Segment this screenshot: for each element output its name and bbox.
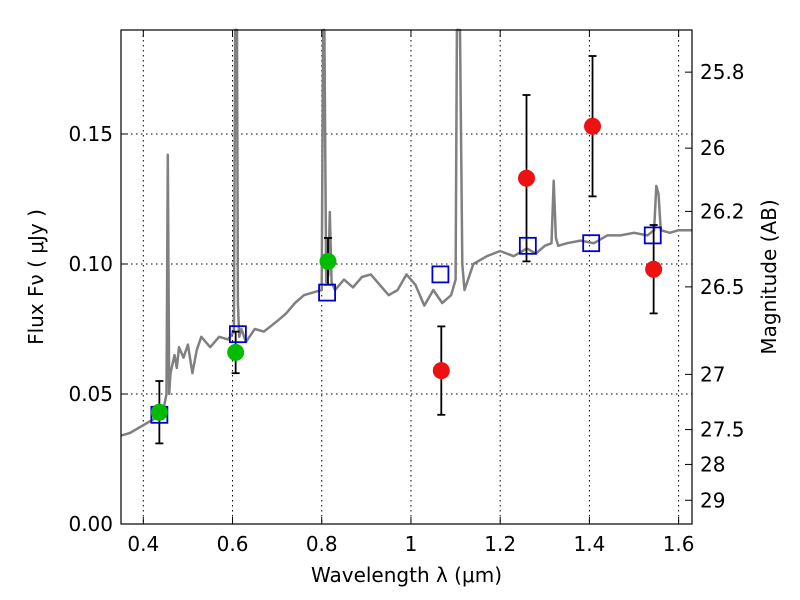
magnitude-tick-label: 27 [700, 362, 725, 386]
nir-data-point [432, 362, 450, 380]
model-spectrum-line [120, 28, 692, 437]
spectrum-layer [120, 28, 692, 437]
y-axis-label: Flux Fν ( μJy ) [24, 209, 48, 345]
x-tick-label: 0.4 [127, 532, 159, 556]
x-axis-label: Wavelength λ (μm) [311, 563, 502, 587]
y-tick-label: 0.10 [68, 252, 113, 276]
magnitude-tick-label: 26.2 [700, 199, 745, 223]
nir-data-point [517, 169, 535, 187]
magnitude-tick-label: 28 [700, 452, 725, 476]
model-photometry-square [228, 325, 247, 344]
optical-data-point [227, 343, 245, 361]
magnitude-axis-label: Magnitude (AB) [757, 199, 781, 354]
optical-data-point [150, 403, 168, 421]
y-tick-label: 0.00 [68, 512, 113, 536]
magnitude-tick-label: 26 [700, 136, 725, 160]
optical-data-point [319, 252, 337, 270]
model-photometry-square [431, 265, 450, 284]
y-tick-label: 0.05 [68, 382, 113, 406]
model-photometry-square [518, 236, 537, 255]
model-photometry-square [318, 283, 336, 302]
y-tick-label: 0.15 [68, 122, 113, 146]
plot-frame [120, 29, 693, 525]
nir-data-point [584, 117, 602, 135]
magnitude-tick-label: 26.5 [700, 275, 745, 299]
x-tick-label: 1 [405, 532, 418, 556]
x-tick-label: 1.6 [663, 532, 695, 556]
model-photometry-square [582, 234, 601, 253]
magnitude-tick-label: 29 [700, 488, 725, 512]
model-photometry-square [643, 226, 662, 245]
x-tick-label: 1.2 [484, 532, 516, 556]
x-tick-label: 1.4 [573, 532, 605, 556]
tick-layer: 0.4 0.6 0.8 1 1.2 1.4 1.6 0.00 0.05 0.10 0.15 25.8 2… [68, 30, 745, 556]
x-tick-label: 0.6 [217, 532, 249, 556]
grid-layer [121, 30, 692, 525]
marker-layer [150, 117, 663, 424]
nir-data-point [645, 260, 663, 278]
x-tick-label: 0.8 [306, 532, 338, 556]
magnitude-tick-label: 25.8 [700, 60, 745, 84]
magnitude-tick-label: 27.5 [700, 418, 745, 442]
